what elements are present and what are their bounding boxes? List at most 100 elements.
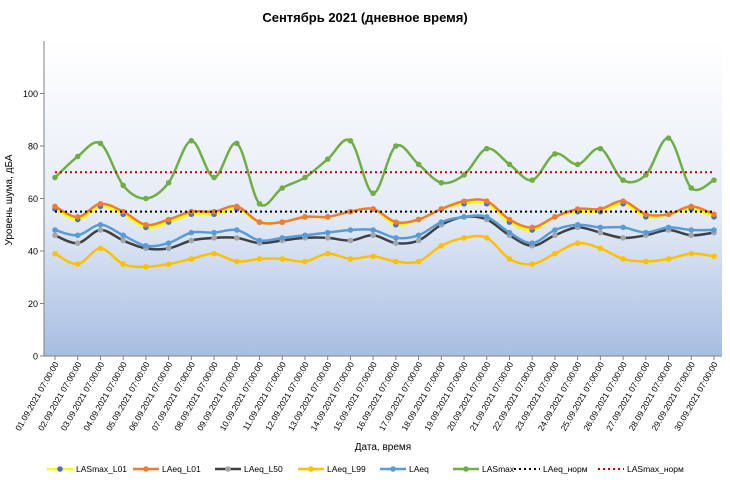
- data-point: [552, 227, 558, 233]
- data-point: [620, 224, 626, 231]
- x-tick-label: 30.09.2021 07:00:00: [672, 360, 720, 433]
- data-point: [233, 227, 240, 233]
- data-point: [256, 200, 263, 207]
- data-point: [483, 235, 490, 241]
- data-point: [52, 227, 58, 233]
- data-point: [211, 235, 217, 241]
- data-point: [188, 256, 195, 262]
- data-point: [233, 203, 240, 210]
- data-point: [483, 214, 490, 220]
- data-point: [74, 232, 81, 239]
- data-point: [279, 185, 286, 191]
- data-point: [711, 177, 717, 183]
- data-point: [529, 224, 536, 231]
- data-point: [393, 143, 399, 149]
- data-point: [529, 177, 536, 183]
- legend-item: LAeq_L01: [133, 464, 201, 474]
- legend-item: LASmax_норм: [598, 464, 684, 474]
- legend-label: LAeq_норм: [543, 464, 588, 474]
- y-tick-label: 80: [28, 142, 38, 152]
- data-point: [597, 224, 604, 231]
- data-point: [97, 227, 104, 233]
- data-point: [597, 245, 604, 252]
- data-point: [415, 258, 422, 265]
- legend-label: LASmax_норм: [627, 464, 684, 474]
- data-point: [370, 232, 376, 239]
- data-point: [97, 245, 104, 252]
- data-point: [165, 216, 172, 223]
- data-point: [574, 221, 581, 228]
- data-point: [188, 137, 195, 144]
- data-point: [506, 161, 513, 168]
- data-point: [393, 240, 399, 246]
- data-point: [438, 206, 445, 212]
- data-point: [165, 240, 172, 246]
- data-point: [529, 240, 536, 246]
- data-point: [211, 229, 217, 236]
- data-point: [415, 216, 422, 223]
- legend-label: LAeq_L50: [244, 464, 283, 474]
- data-point: [347, 256, 354, 262]
- legend-item: LAeq_норм: [514, 464, 588, 474]
- data-point: [279, 235, 286, 241]
- data-point: [483, 198, 490, 204]
- data-point: [256, 237, 263, 244]
- data-point: [415, 161, 422, 168]
- data-point: [688, 232, 695, 239]
- data-point: [506, 256, 513, 262]
- data-point: [620, 235, 626, 241]
- data-point: [711, 227, 717, 233]
- data-point: [52, 174, 58, 181]
- data-point: [302, 174, 308, 181]
- data-point: [461, 214, 467, 220]
- data-point: [506, 216, 513, 223]
- data-point: [324, 250, 331, 257]
- legend-label: LAeq_L01: [162, 464, 201, 474]
- data-point: [438, 242, 445, 249]
- y-axis-title: Уровень шума, дБА: [4, 154, 15, 245]
- data-point: [120, 261, 126, 267]
- data-point: [370, 206, 376, 212]
- data-point: [188, 229, 195, 236]
- data-point: [143, 221, 149, 228]
- legend-item: LAeq: [380, 464, 429, 474]
- data-point: [711, 211, 717, 218]
- data-point: [233, 235, 240, 241]
- data-point: [461, 198, 467, 204]
- data-point: [393, 235, 399, 241]
- chart-title: Сентябрь 2021 (дневное время): [262, 10, 467, 25]
- legend-label: LASmax_L01: [76, 464, 127, 474]
- data-point: [438, 219, 445, 225]
- data-point: [233, 140, 240, 147]
- data-point: [574, 161, 581, 168]
- legend-marker: [143, 466, 149, 472]
- data-point: [665, 135, 672, 141]
- data-point: [97, 221, 104, 228]
- series-laeq-l99: [52, 234, 717, 270]
- legend-marker: [463, 466, 469, 472]
- data-point: [143, 263, 149, 270]
- data-point: [347, 137, 354, 144]
- data-point: [688, 250, 695, 257]
- data-point: [393, 258, 399, 265]
- data-point: [620, 256, 626, 262]
- data-point: [597, 206, 604, 212]
- data-point: [74, 153, 81, 160]
- data-point: [370, 253, 376, 260]
- data-point: [461, 235, 467, 241]
- data-point: [279, 256, 286, 262]
- data-point: [552, 250, 558, 257]
- legend-item: LASmax_L01: [47, 464, 127, 474]
- data-point: [711, 253, 717, 260]
- legend: LASmax_L01 LAeq_L01 LAeq_L50 LAeq_L99 LAeq LA…: [47, 464, 684, 474]
- data-point: [143, 242, 149, 249]
- data-point: [324, 156, 331, 162]
- data-point: [574, 206, 581, 212]
- y-tick-label: 20: [28, 299, 38, 309]
- data-point: [393, 219, 399, 225]
- series-laeq-l01: [52, 198, 717, 231]
- legend-item: LASmax: [453, 464, 515, 474]
